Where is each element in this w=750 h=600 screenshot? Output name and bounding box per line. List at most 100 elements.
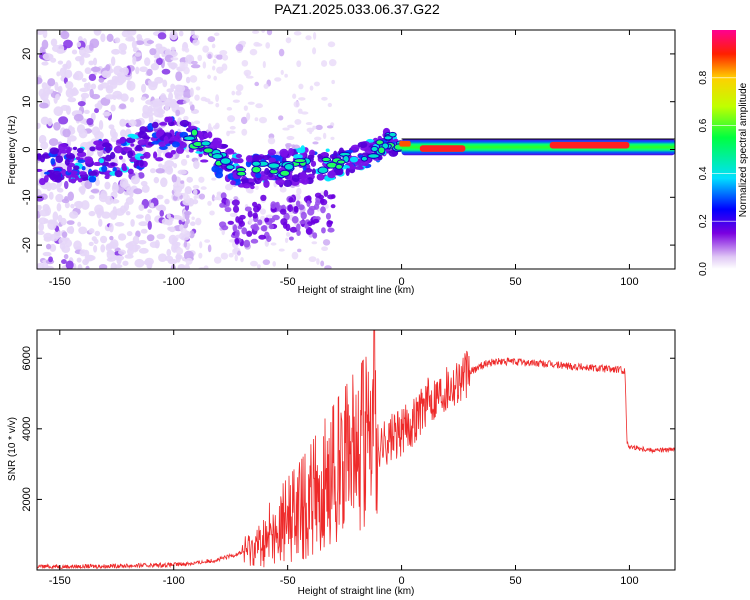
spectrogram-cell [114,222,125,227]
spectrogram-cell [160,177,168,188]
spectrogram-cell [194,94,200,101]
spectrogram-cell [190,64,201,69]
spectrogram-cell [45,243,52,250]
spectrogram-cell [55,93,60,101]
spectrogram-cell [278,48,285,57]
spectrogram-cell [307,208,315,216]
spectrogram-cell [255,103,263,109]
spectrogram-cell [236,170,247,177]
spectrogram-cell [49,182,58,190]
spectrogram-cell [85,265,90,269]
spectrogram-cell [79,186,86,195]
spectrogram-cell [274,77,282,82]
snr-y-label: SNR (10 * v/v) [7,417,18,481]
spectrogram-cell [370,145,379,153]
spectrogram-cell [121,158,126,163]
spectrogram-y-tick-label: 0 [21,146,33,152]
spectrogram-cell [111,48,121,55]
spectrogram-cell [263,179,270,188]
colorbar-tick-label: 0.0 [698,262,709,276]
snr-series [37,330,675,570]
spectrogram-cell [60,149,68,154]
spectrogram-cell [304,168,313,173]
spectrogram-cell [244,206,252,212]
spectrogram-cell [321,156,331,163]
spectrogram-cell [180,180,185,184]
spectrogram-cell [331,79,335,85]
spectrogram-cell [104,195,114,205]
spectrogram-cell [288,197,294,203]
spectrogram-cell [48,256,53,263]
spectrogram-peak [419,145,466,152]
spectrogram-cell [183,115,189,121]
spectrogram-cell [61,231,68,238]
spectrogram-cell [299,220,306,225]
spectrogram-cell [134,52,142,57]
spectrogram-cell [76,41,82,48]
spectrogram-cell [239,214,246,220]
spectrogram-cell [175,109,181,117]
spectrogram-cell [137,139,148,146]
spectrogram-cell [349,156,359,163]
spectrogram-cell [119,103,127,110]
spectrogram-cell [95,146,105,151]
spectrogram-cell [158,253,167,263]
spectrogram-cell [200,186,207,190]
spectrogram-cell [65,239,73,248]
spectrogram-cell [77,178,83,183]
spectrogram-cell [165,152,174,159]
spectrogram-cell [190,221,196,227]
spectrogram-cell [106,249,115,260]
spectrogram-cell [324,265,332,269]
spectrogram-cell [168,92,174,101]
spectrogram-cell [213,256,222,264]
spectrogram-cell [130,175,140,185]
spectrogram-cell [192,39,200,46]
spectrogram-cell [63,253,69,260]
spectrogram-cell [262,259,271,266]
spectrogram-cell [207,74,212,80]
spectrogram-cell [297,108,303,114]
spectrogram-cell [240,116,248,125]
spectrogram-cell [139,160,144,167]
spectrogram-cell [350,144,360,151]
spectrogram-cell [287,124,295,129]
spectrogram-cell [312,47,317,55]
spectrogram-cell [291,174,301,182]
spectrogram-cell [286,135,295,141]
spectrogram-cell [328,59,337,67]
spectrogram-cell [141,184,150,193]
spectrogram-cell [306,200,311,208]
spectrogram-cell [304,223,309,229]
spectrogram-cell [216,54,224,60]
spectrogram-cell [153,176,160,184]
spectrogram-cell [320,198,325,204]
spectrogram-cell [85,158,93,164]
spectrogram-y-tick-label: -20 [21,237,33,253]
spectrogram-cell [68,125,73,130]
spectrogram-cell [278,248,285,252]
spectrogram-cell [106,244,114,249]
spectrogram-cell [149,107,156,112]
spectrogram-cell [211,194,216,202]
spectrogram-cell [253,225,260,232]
spectrogram-cell [93,238,99,244]
spectrogram-cell [254,81,260,87]
spectrogram-cell [72,146,78,151]
spectrogram-cell [75,201,83,210]
spectrogram-cell [101,70,112,79]
spectrogram-cell [327,41,336,48]
colorbar-tick-label: 0.6 [698,118,709,132]
spectrogram-cell [280,69,284,75]
spectrogram-cell [72,73,79,80]
spectrogram-cell [233,247,238,254]
spectrogram-cell [183,135,196,141]
spectrogram-cell [161,68,171,75]
spectrogram-cell [175,254,183,260]
spectrogram-heatmap [37,30,675,269]
spectrogram-cell [252,201,258,207]
spectrogram-x-tick-label: 100 [620,276,638,288]
spectrogram-cell [213,196,219,201]
spectrogram-cell [189,75,198,83]
spectrogram-cell [225,149,235,154]
